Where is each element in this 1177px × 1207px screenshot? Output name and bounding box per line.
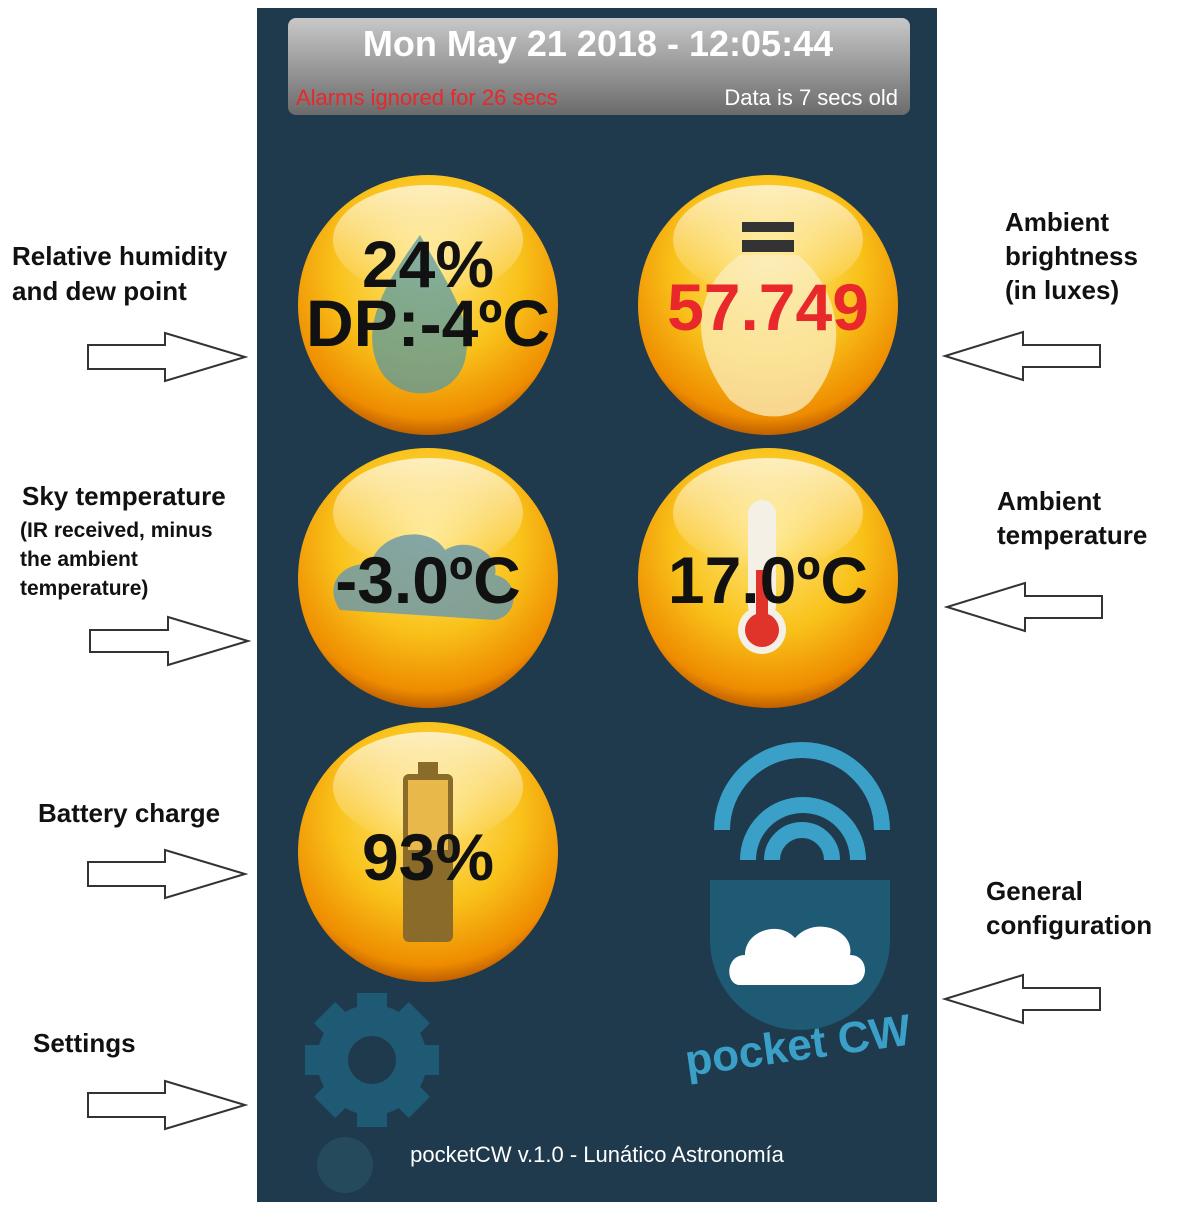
annotation-line: (in luxes) bbox=[1005, 275, 1119, 305]
arrow bbox=[945, 975, 1100, 1023]
battery-tile[interactable]: 93% bbox=[298, 722, 558, 982]
alarm-status: Alarms ignored for 26 secs bbox=[296, 85, 558, 110]
arrow bbox=[947, 583, 1102, 631]
arrow bbox=[945, 332, 1100, 380]
brightness-value: 57.749 bbox=[667, 270, 869, 344]
annotation-line: Sky temperature bbox=[22, 481, 226, 511]
ambient-temperature-value: 17.0ºC bbox=[668, 543, 868, 617]
annotation-note: temperature) bbox=[20, 577, 148, 600]
ambient-temperature-tile[interactable]: 17.0ºC bbox=[638, 448, 898, 708]
dew-point: DP:-4ºC bbox=[306, 286, 550, 360]
sky-temperature-value: -3.0ºC bbox=[335, 543, 521, 617]
footer: pocketCW v.1.0 - Lunático Astronomía bbox=[410, 1142, 785, 1167]
annotation-line: and dew point bbox=[12, 276, 187, 306]
annotation-line: Relative humidity bbox=[12, 241, 228, 271]
annotation-line: Ambient bbox=[997, 486, 1101, 516]
arrow bbox=[90, 617, 248, 665]
annotation-line: brightness bbox=[1005, 241, 1138, 271]
annotation-line: Settings bbox=[33, 1028, 136, 1058]
annotation-line: General bbox=[986, 876, 1083, 906]
humidity-tile[interactable]: 24% DP:-4ºC bbox=[298, 175, 558, 435]
annotation-line: Battery charge bbox=[38, 798, 220, 828]
brightness-tile[interactable]: 57.749 bbox=[638, 175, 898, 435]
arrow bbox=[88, 333, 245, 381]
annotation-line: Ambient bbox=[1005, 207, 1109, 237]
datetime: Mon May 21 2018 - 12:05:44 bbox=[363, 23, 833, 64]
annotation-line: configuration bbox=[986, 910, 1152, 940]
battery-value: 93% bbox=[362, 820, 494, 894]
sky-temperature-tile[interactable]: -3.0ºC bbox=[298, 448, 558, 708]
annotation-line: temperature bbox=[997, 520, 1147, 550]
data-age: Data is 7 secs old bbox=[724, 85, 898, 110]
screen: Mon May 21 2018 - 12:05:44 Alarms ignore… bbox=[0, 0, 1177, 1202]
arrow bbox=[88, 850, 245, 898]
annotation-note: the ambient bbox=[20, 548, 138, 571]
annotation-note: (IR received, minus bbox=[20, 519, 213, 542]
arrow bbox=[88, 1081, 245, 1129]
